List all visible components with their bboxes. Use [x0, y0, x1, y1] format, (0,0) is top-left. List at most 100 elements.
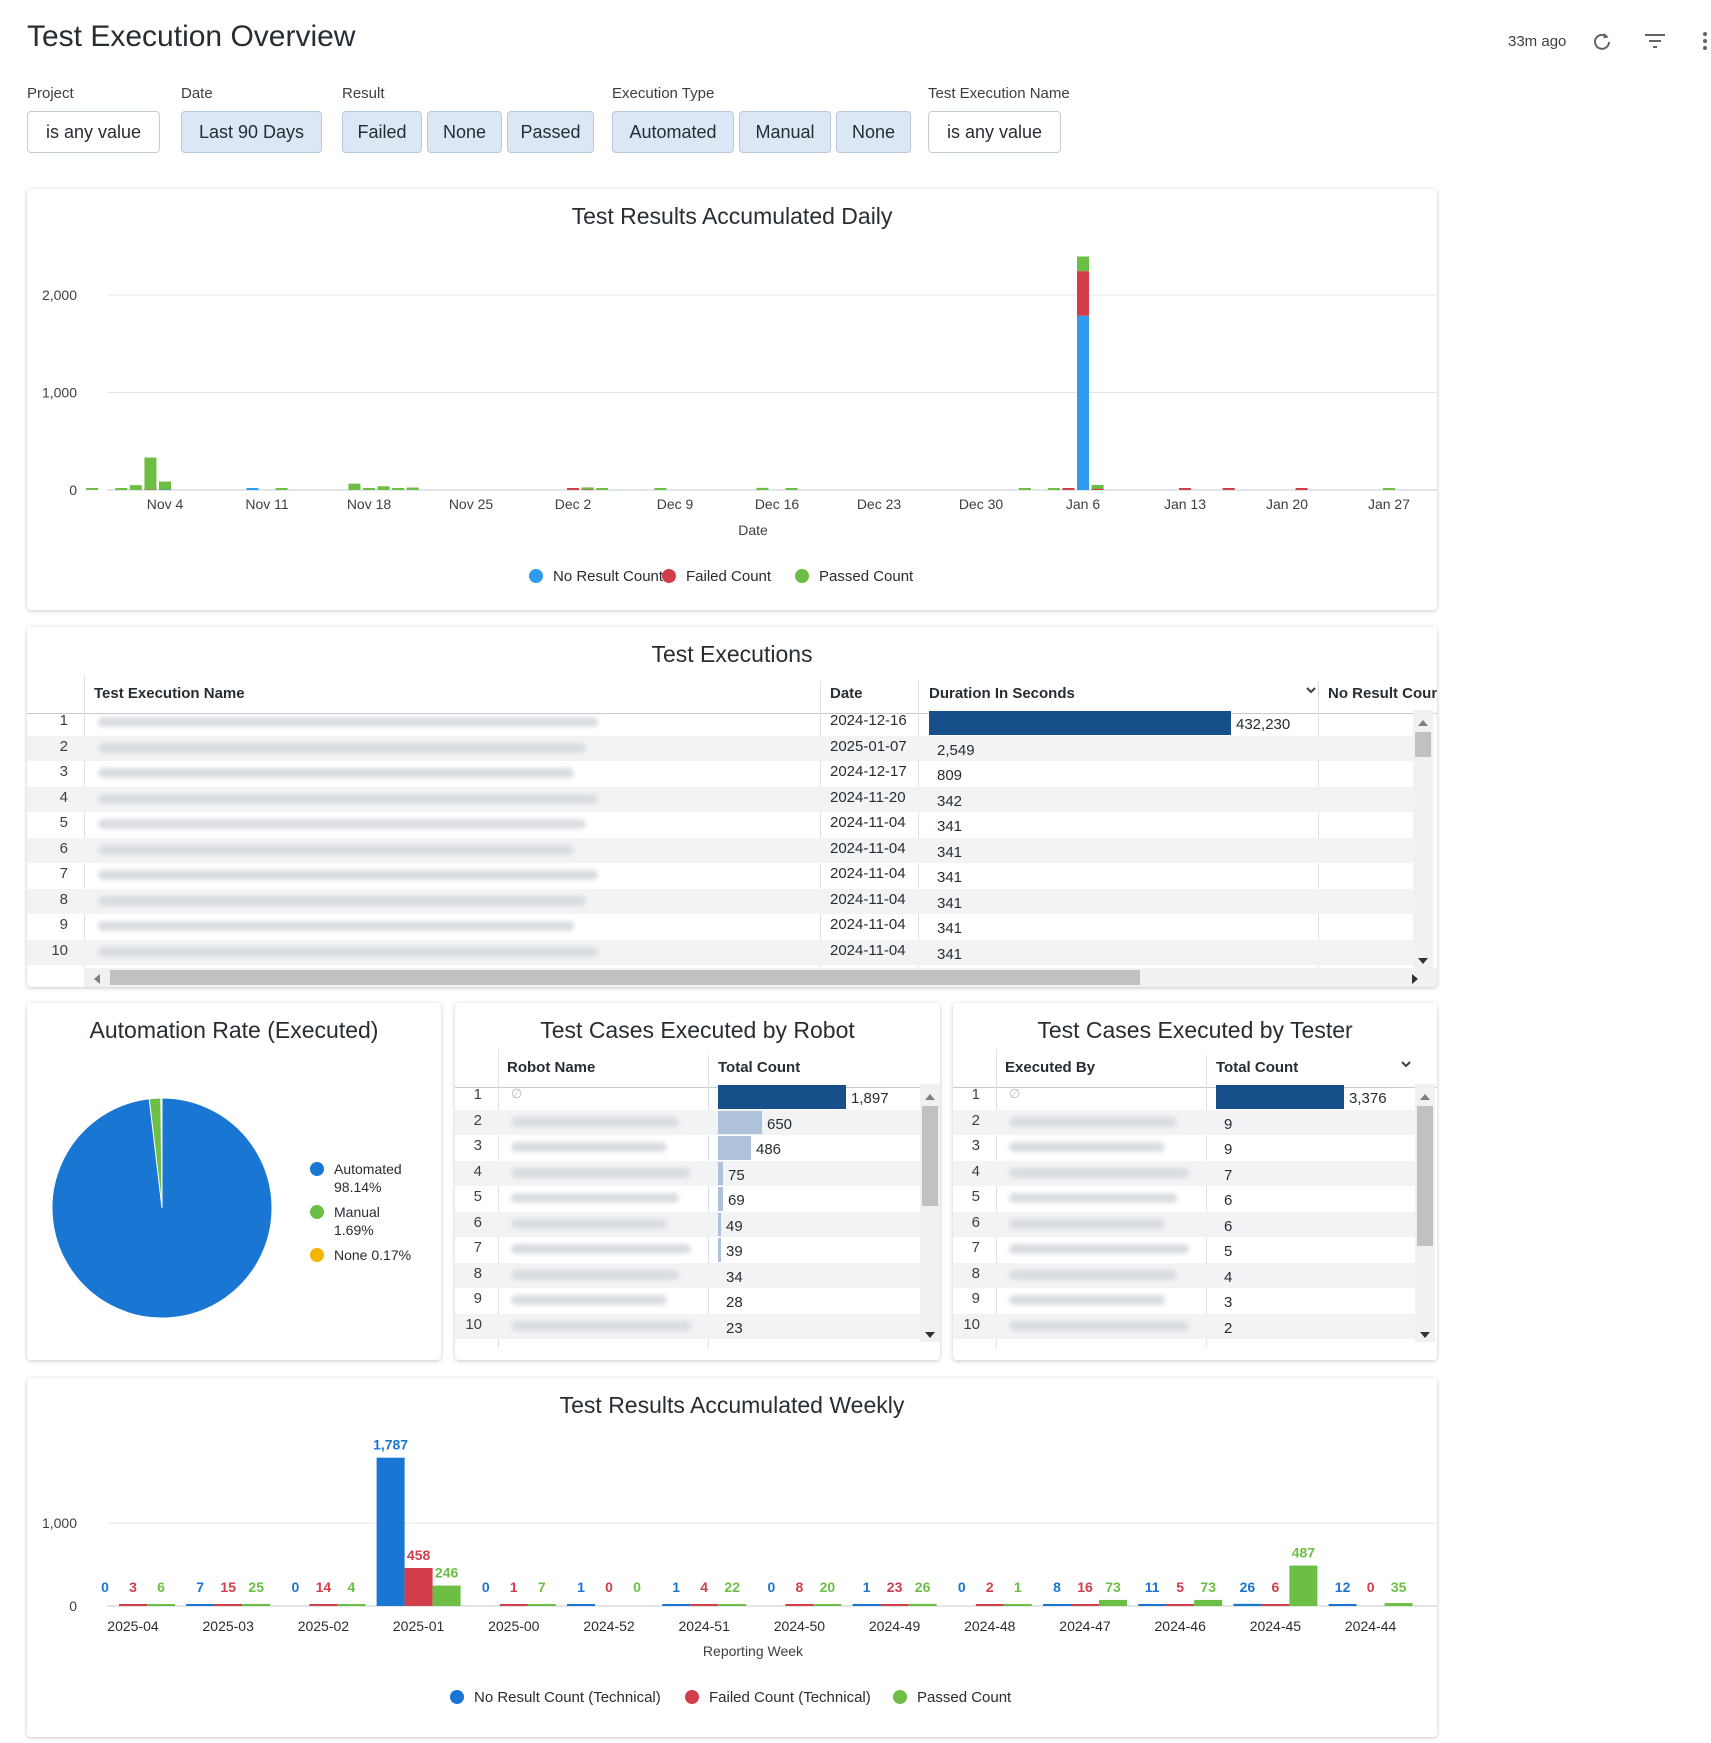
- column-header-total-count[interactable]: Total Count: [1216, 1059, 1299, 1076]
- row-number: 7: [971, 1239, 980, 1256]
- daily-bar-passed-count: [406, 487, 419, 490]
- data-label: 6: [1272, 1579, 1280, 1595]
- weekly-bar-passed-count: [1194, 1599, 1223, 1606]
- value-bar: [718, 1136, 751, 1160]
- x-tick-label: Nov 18: [347, 496, 392, 512]
- data-label: 12: [1335, 1579, 1351, 1595]
- redacted-name: [98, 870, 598, 880]
- weekly-bar-no-result-count-technical: [186, 1604, 215, 1606]
- daily-bar-no-result-count: [246, 488, 259, 490]
- data-label: 1: [510, 1579, 518, 1595]
- date-cell: 2024-12-16: [830, 712, 907, 729]
- daily-bar-passed-count: [144, 457, 157, 490]
- scrollbar-thumb[interactable]: [1417, 1106, 1433, 1246]
- weekly-bar-passed-count: [718, 1604, 747, 1606]
- redacted-name: [511, 1193, 679, 1203]
- value-label: 341: [937, 945, 963, 963]
- column-header-date[interactable]: Date: [830, 685, 863, 702]
- value-label: 809: [937, 767, 963, 784]
- daily-results-chart: 0 1,000 2,000 Nov 4 Nov 11 Nov 18 Nov 25 Dec 2 D…: [42, 256, 1437, 585]
- scroll-down-arrow-icon[interactable]: [1417, 954, 1429, 972]
- value-label: 9: [1224, 1141, 1233, 1158]
- filter-chip-is-any-value[interactable]: is any value: [27, 111, 160, 153]
- more-vert-icon[interactable]: [1692, 28, 1711, 54]
- data-label: 15: [220, 1579, 236, 1595]
- daily-bar-passed-count: [1047, 488, 1060, 490]
- data-label: 73: [1105, 1579, 1121, 1595]
- scroll-right-arrow-icon[interactable]: [1410, 972, 1420, 987]
- y-tick-label: 1,000: [42, 385, 77, 401]
- data-label: 16: [1077, 1579, 1093, 1595]
- horizontal-scrollbar-thumb[interactable]: [110, 970, 1140, 985]
- legend-dot: [450, 1690, 464, 1704]
- weekly-bar-passed-count: [1384, 1603, 1413, 1606]
- column-divider: [820, 681, 821, 973]
- filter-chip-none[interactable]: None: [427, 111, 502, 153]
- weekly-bar-failed-count-technical: [214, 1604, 243, 1606]
- legend-dot: [685, 1690, 699, 1704]
- daily-bar-passed-count: [348, 483, 361, 490]
- filter-chip-none[interactable]: None: [836, 111, 911, 153]
- column-header-robot-name[interactable]: Robot Name: [507, 1059, 596, 1076]
- table-row[interactable]: [953, 1084, 1415, 1110]
- value-bar: [718, 1187, 723, 1211]
- value-label: 4: [1224, 1268, 1233, 1286]
- chevron-down-icon[interactable]: [1399, 1057, 1413, 1074]
- redacted-name: [511, 1295, 667, 1305]
- redacted-name: [1009, 1218, 1165, 1229]
- data-label: 20: [820, 1579, 836, 1595]
- filter-icon[interactable]: [1642, 28, 1668, 54]
- scroll-down-arrow-icon[interactable]: [924, 1328, 936, 1346]
- row-number: 9: [971, 1290, 980, 1307]
- column-header-test-execution-name[interactable]: Test Execution Name: [94, 685, 245, 702]
- weekly-bar-passed-count: [908, 1603, 937, 1606]
- refresh-icon[interactable]: [1589, 28, 1615, 54]
- legend-label: Failed Count: [686, 568, 772, 585]
- row-number: 2: [59, 737, 68, 755]
- vertical-scrollbar[interactable]: [1413, 710, 1433, 968]
- x-tick-label: Jan 6: [1066, 496, 1100, 512]
- daily-bar-passed-count: [363, 488, 375, 490]
- daily-bar-passed-count: [377, 486, 390, 490]
- column-header-no-result-count[interactable]: No Result Count: [1328, 685, 1437, 702]
- date-cell: 2024-11-04: [830, 865, 906, 882]
- scrollbar-thumb[interactable]: [922, 1106, 938, 1206]
- weekly-bar-failed-count-technical: [404, 1567, 433, 1606]
- filter-chip-is-any-value[interactable]: is any value: [928, 111, 1061, 153]
- filter-chip-manual[interactable]: Manual: [739, 111, 831, 153]
- weekly-bar-no-result-count-technical: [1138, 1604, 1167, 1606]
- chevron-down-icon[interactable]: [1304, 683, 1318, 700]
- scroll-up-arrow-icon[interactable]: [1417, 714, 1429, 732]
- scroll-down-arrow-icon[interactable]: [1419, 1328, 1431, 1346]
- filter-chip-failed[interactable]: Failed: [342, 111, 422, 153]
- filter-label-result: Result: [342, 85, 385, 102]
- filter-chip-automated[interactable]: Automated: [612, 111, 734, 153]
- daily-bar-passed-count: [392, 488, 405, 490]
- date-cell: 2024-11-20: [830, 788, 906, 806]
- data-label: 0: [958, 1579, 966, 1595]
- data-label: 0: [633, 1579, 641, 1595]
- column-header-duration-in-seconds[interactable]: Duration In Seconds: [929, 685, 1075, 702]
- data-label: 458: [407, 1547, 431, 1563]
- value-label: 341: [937, 894, 963, 912]
- data-label: 487: [1292, 1545, 1316, 1561]
- daily-bar-failed-count: [1179, 488, 1191, 490]
- row-number: 6: [971, 1213, 980, 1231]
- value-label: 9: [1224, 1115, 1233, 1133]
- scroll-up-arrow-icon[interactable]: [924, 1088, 936, 1106]
- column-header-total-count[interactable]: Total Count: [718, 1059, 801, 1076]
- weekly-bar-passed-count: [527, 1604, 556, 1606]
- x-tick-label: 2025-00: [488, 1618, 540, 1634]
- weekly-bar-failed-count-technical: [975, 1604, 1004, 1606]
- row-number: 8: [473, 1264, 482, 1282]
- filter-chip-passed[interactable]: Passed: [507, 111, 594, 153]
- scrollbar-thumb[interactable]: [1415, 732, 1431, 757]
- scroll-left-arrow-icon[interactable]: [92, 972, 102, 987]
- column-header-executed-by[interactable]: Executed By: [1005, 1059, 1096, 1076]
- row-number: 3: [59, 763, 68, 780]
- filter-chip-last-90-days[interactable]: Last 90 Days: [181, 111, 322, 153]
- row-number: 1: [971, 1086, 980, 1103]
- scroll-up-arrow-icon[interactable]: [1419, 1088, 1431, 1106]
- redacted-name: [511, 1142, 667, 1152]
- data-label: 0: [768, 1579, 776, 1595]
